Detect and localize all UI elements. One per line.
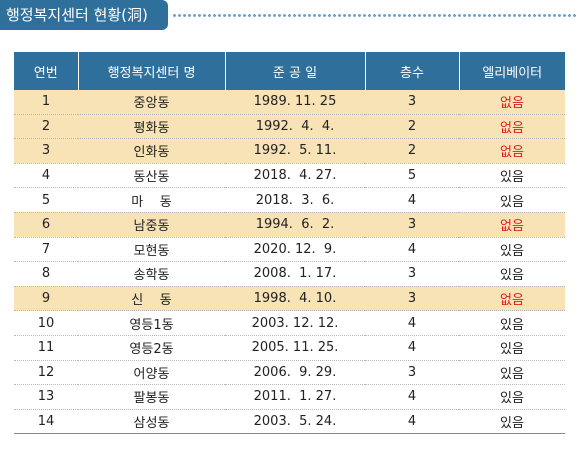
cell-elevator: 있음 [459, 310, 565, 336]
cell-center-name: 영등1동 [78, 310, 225, 336]
cell-elevator: 있음 [459, 163, 565, 189]
center-status-table: 연번 행정복지센터 명 준 공 일 층수 엘리베이터 1 중앙동 1989. 11.… [14, 52, 565, 435]
cell-elevator: 없음 [459, 138, 565, 164]
cell-completion-date: 2018. 3. 6. [225, 187, 365, 213]
cell-completion-date: 1998. 4. 10. [225, 286, 365, 312]
cell-center-name: 평화동 [78, 114, 225, 140]
cell-floors: 3 [365, 286, 459, 312]
title-bar: 행정복지센터 현황(洞) [0, 0, 580, 30]
cell-floors: 3 [365, 261, 459, 287]
cell-center-name: 인화동 [78, 138, 225, 164]
cell-no: 11 [14, 335, 78, 361]
cell-center-name: 모현동 [78, 237, 225, 263]
cell-no: 9 [14, 286, 78, 312]
title-dotted-line [172, 14, 576, 17]
cell-elevator: 있음 [459, 261, 565, 287]
cell-completion-date: 2003. 12. 12. [225, 310, 365, 336]
cell-no: 14 [14, 409, 78, 435]
cell-completion-date: 2018. 4. 27. [225, 163, 365, 189]
cell-center-name: 중앙동 [78, 90, 225, 115]
cell-completion-date: 2008. 1. 17. [225, 261, 365, 287]
cell-floors: 4 [365, 409, 459, 435]
table-row: 14 삼성동 2003. 5. 24. 4 있음 [14, 409, 565, 435]
cell-center-name: 삼성동 [78, 409, 225, 435]
cell-floors: 2 [365, 138, 459, 164]
header-elevator: 엘리베이터 [459, 52, 565, 90]
cell-elevator: 있음 [459, 187, 565, 213]
cell-no: 13 [14, 384, 78, 410]
cell-no: 1 [14, 90, 78, 115]
table-row: 3 인화동 1992. 5. 11. 2 없음 [14, 138, 565, 164]
table-row: 10 영등1동 2003. 12. 12. 4 있음 [14, 310, 565, 336]
cell-no: 10 [14, 310, 78, 336]
cell-floors: 2 [365, 114, 459, 140]
cell-completion-date: 1989. 11. 25 [225, 90, 365, 115]
cell-floors: 3 [365, 90, 459, 115]
cell-elevator: 있음 [459, 237, 565, 263]
cell-elevator: 없음 [459, 286, 565, 312]
cell-floors: 5 [365, 163, 459, 189]
cell-completion-date: 2006. 9. 29. [225, 360, 365, 386]
table-row: 8 송학동 2008. 1. 17. 3 있음 [14, 261, 565, 287]
cell-floors: 4 [365, 187, 459, 213]
cell-elevator: 있음 [459, 360, 565, 386]
cell-completion-date: 2020. 12. 9. [225, 237, 365, 263]
cell-floors: 3 [365, 212, 459, 238]
cell-completion-date: 2003. 5. 24. [225, 409, 365, 435]
cell-floors: 4 [365, 335, 459, 361]
cell-no: 4 [14, 163, 78, 189]
table-header-row: 연번 행정복지센터 명 준 공 일 층수 엘리베이터 [14, 52, 565, 90]
table-row: 6 남중동 1994. 6. 2. 3 없음 [14, 212, 565, 238]
header-no: 연번 [14, 52, 79, 90]
page-title: 행정복지센터 현황(洞) [0, 0, 168, 30]
cell-center-name: 신 동 [78, 286, 225, 312]
cell-elevator: 있음 [459, 335, 565, 361]
cell-no: 7 [14, 237, 78, 263]
cell-floors: 4 [365, 237, 459, 263]
cell-elevator: 없음 [459, 90, 565, 115]
cell-floors: 3 [365, 360, 459, 386]
cell-completion-date: 1992. 4. 4. [225, 114, 365, 140]
cell-completion-date: 1992. 5. 11. [225, 138, 365, 164]
table-row: 7 모현동 2020. 12. 9. 4 있음 [14, 237, 565, 263]
cell-floors: 4 [365, 310, 459, 336]
cell-elevator: 있음 [459, 409, 565, 435]
cell-no: 8 [14, 261, 78, 287]
cell-completion-date: 1994. 6. 2. [225, 212, 365, 238]
header-center-name: 행정복지센터 명 [78, 52, 226, 90]
table-row: 1 중앙동 1989. 11. 25 3 없음 [14, 90, 565, 115]
cell-center-name: 영등2동 [78, 335, 225, 361]
cell-no: 6 [14, 212, 78, 238]
cell-no: 2 [14, 114, 78, 140]
cell-no: 3 [14, 138, 78, 164]
table-row: 13 팔봉동 2011. 1. 27. 4 있음 [14, 384, 565, 410]
cell-elevator: 없음 [459, 212, 565, 238]
cell-completion-date: 2005. 11. 25. [225, 335, 365, 361]
cell-elevator: 있음 [459, 384, 565, 410]
table-row: 11 영등2동 2005. 11. 25. 4 있음 [14, 335, 565, 361]
cell-center-name: 동산동 [78, 163, 225, 189]
cell-center-name: 마 동 [78, 187, 225, 213]
cell-completion-date: 2011. 1. 27. [225, 384, 365, 410]
cell-center-name: 송학동 [78, 261, 225, 287]
table-row: 4 동산동 2018. 4. 27. 5 있음 [14, 163, 565, 189]
cell-center-name: 어양동 [78, 360, 225, 386]
cell-no: 5 [14, 187, 78, 213]
cell-no: 12 [14, 360, 78, 386]
cell-floors: 4 [365, 384, 459, 410]
cell-center-name: 팔봉동 [78, 384, 225, 410]
header-floors: 층수 [365, 52, 460, 90]
table-row: 2 평화동 1992. 4. 4. 2 없음 [14, 114, 565, 140]
table-row: 12 어양동 2006. 9. 29. 3 있음 [14, 360, 565, 386]
cell-elevator: 없음 [459, 114, 565, 140]
header-completion-date: 준 공 일 [225, 52, 366, 90]
cell-center-name: 남중동 [78, 212, 225, 238]
